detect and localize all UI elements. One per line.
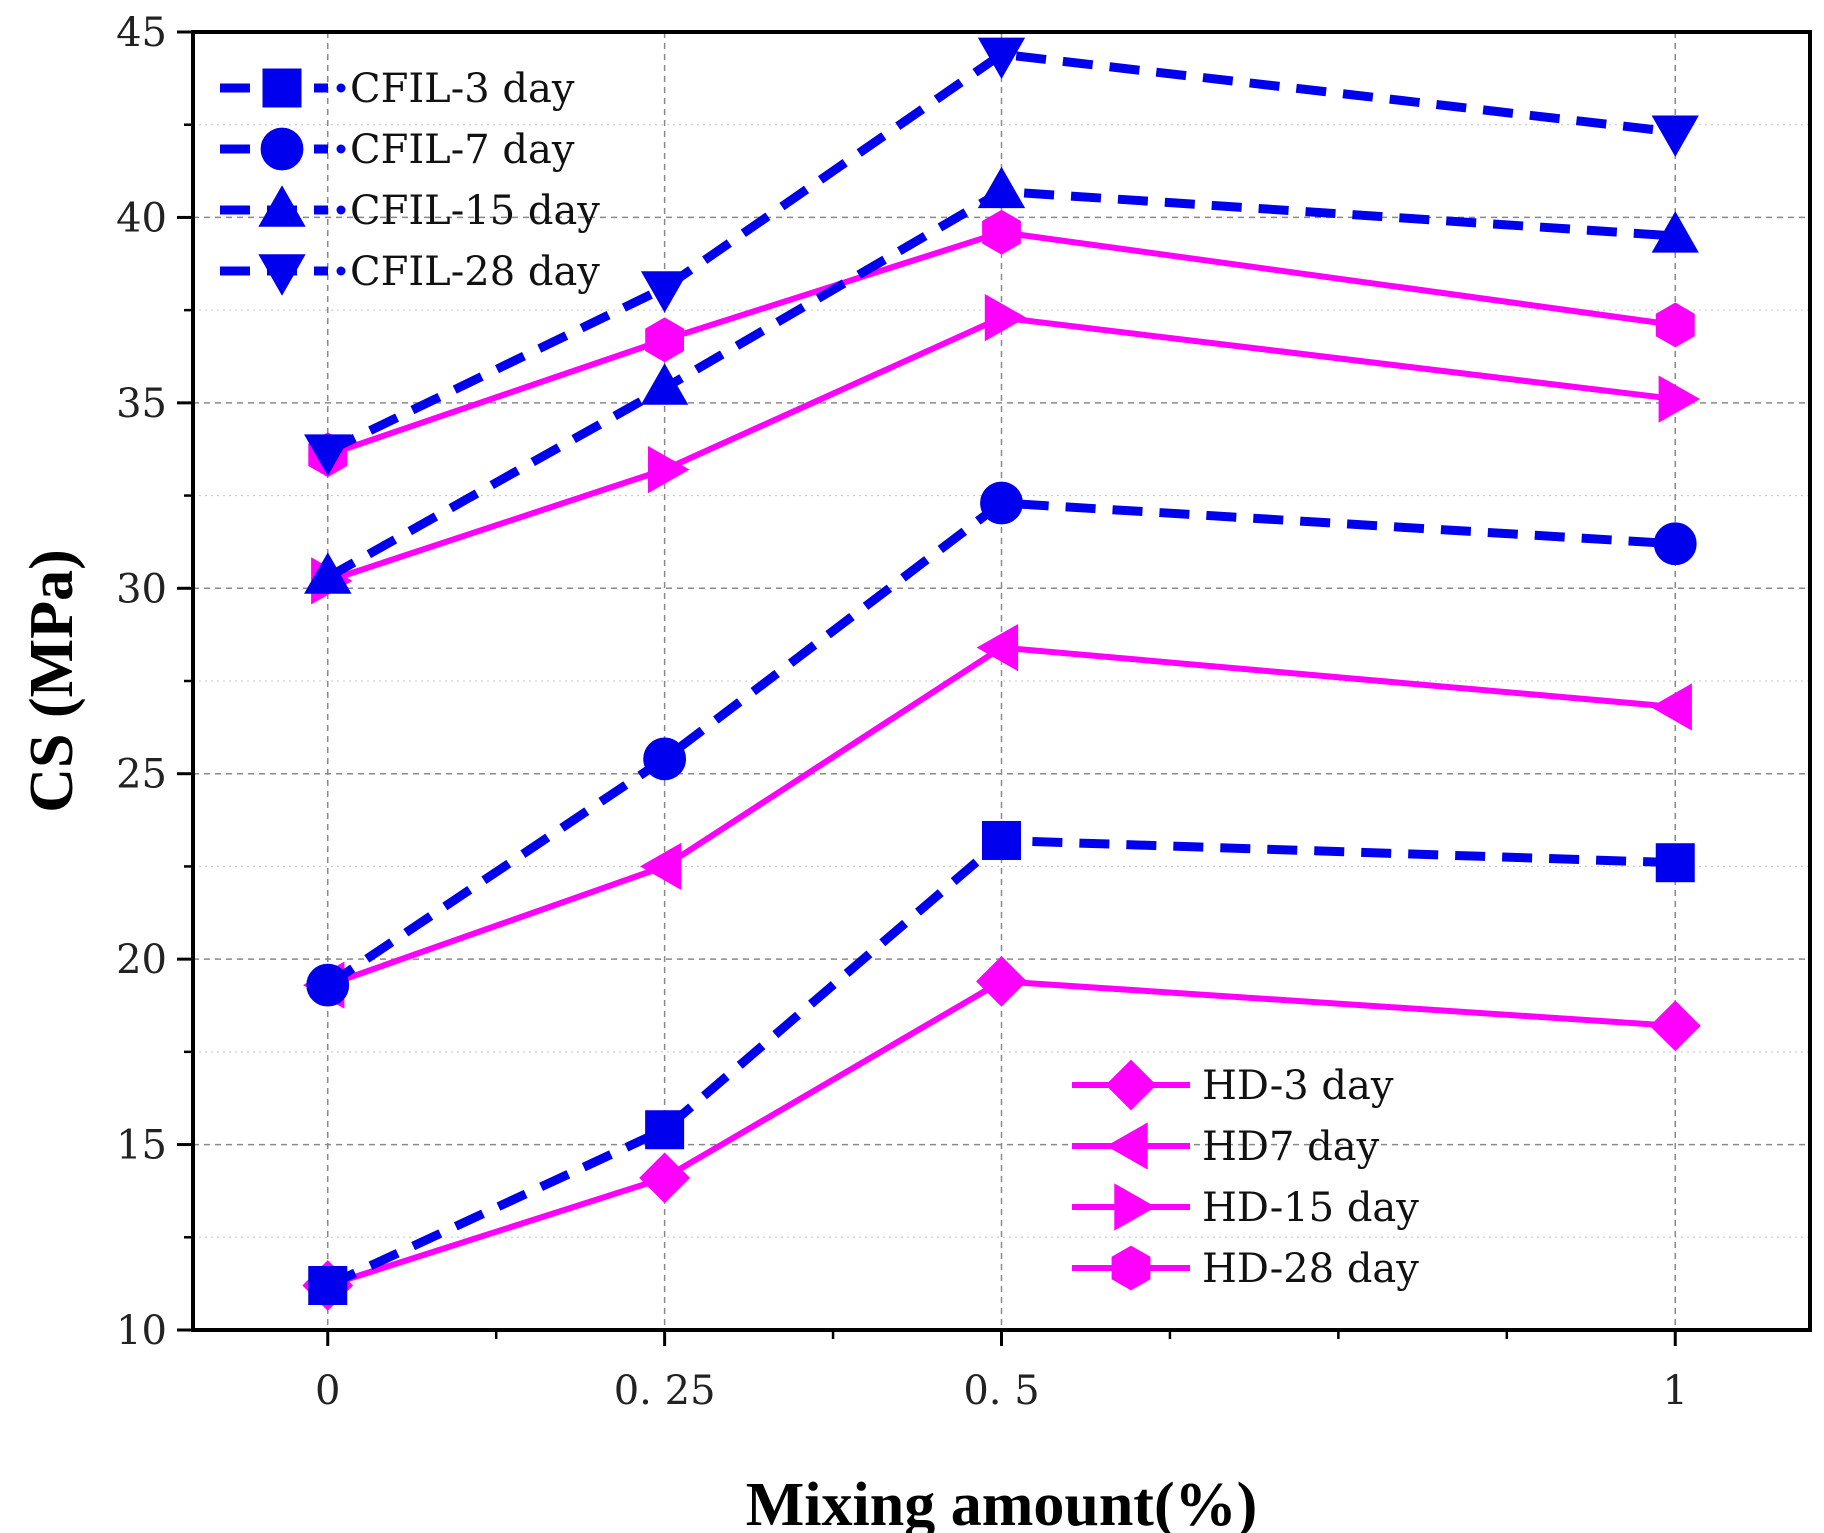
y-tick-label: 25 [116,752,167,798]
data-point-hd7-day [976,623,1019,672]
series-line-cfil-28-day [325,49,1676,456]
series-line-hd-15-day [326,314,1676,584]
data-point-cfil-15-day [304,552,352,594]
legend-marker [1106,1122,1148,1170]
legend-label: CFIL-7 day [350,127,575,173]
series-cfil-3-day [308,820,1695,1305]
legend-item-hd-15-day: HD-15 day [1072,1183,1419,1231]
legend-marker [258,254,306,296]
data-point-hd7-day [639,842,682,891]
data-point-hd-28-day [1655,302,1695,348]
legend-item-hd-28-day: HD-28 day [1072,1245,1419,1292]
legend-dot [336,205,346,215]
data-point-hd-28-day [982,209,1021,255]
legend-item-hd7-day: HD7 day [1072,1122,1380,1170]
legend-top-left: CFIL-3 day CFIL-7 day CFIL-15 day CFIL-28 d… [220,66,600,296]
data-point-cfil-7-day [643,737,687,781]
series-line-hd7-day [326,644,1676,988]
series-line-hd-3-day [326,978,1676,1289]
legend-label: HD-15 day [1202,1185,1419,1231]
legend-marker [1111,1245,1151,1291]
series-cfil-7-day [306,481,1697,1007]
legend-label: HD-3 day [1202,1063,1394,1109]
x-tick-label: 1 [1663,1368,1688,1414]
y-tick-label: 45 [116,10,167,56]
data-point-hd-3-day [1649,1000,1701,1052]
legend-dot [336,83,346,93]
x-tick-label: 0. 5 [963,1368,1039,1414]
legend-marker [260,127,304,171]
data-point-cfil-15-day [640,363,689,405]
legend-marker [1105,1059,1157,1111]
axis-ticks: 10 15 20 25 30 35 40 45 0 0. 25 0. 5 1 [116,10,1688,1414]
data-point-cfil-28-day [977,37,1026,80]
y-tick-label: 20 [116,937,167,983]
data-point-hd-3-day [976,955,1027,1007]
legend-dot [336,144,346,154]
series-line-cfil-7-day [325,498,1676,989]
y-tick-label: 10 [116,1308,167,1354]
y-tick-label: 30 [116,566,167,612]
data-point-cfil-7-day [1653,522,1697,566]
data-point-hd-15-day [648,445,690,494]
legend-marker [258,185,306,227]
x-axis-title: Mixing amount(%) [746,1471,1258,1533]
legend-label: HD7 day [1202,1124,1380,1170]
legend-bottom-right: HD-3 day HD7 day HD-15 day HD-28 day [1072,1059,1419,1292]
data-point-cfil-3-day [982,820,1021,860]
data-point-cfil-3-day [645,1110,685,1150]
data-point-cfil-15-day [1651,211,1699,253]
data-point-cfil-28-day [1651,115,1699,157]
y-tick-label: 35 [116,381,167,427]
legend-item-cfil-15-day: CFIL-15 day [220,185,600,234]
y-axis-title: CS (MPa) [18,549,86,812]
legend-marker [262,68,302,108]
series-line-cfil-3-day [325,836,1676,1290]
data-point-hd7-day [1650,683,1692,731]
legends: CFIL-3 day CFIL-7 day CFIL-15 day CFIL-28 d… [220,66,1419,1292]
data-point-cfil-3-day [308,1265,348,1305]
legend-label: HD-28 day [1202,1246,1419,1292]
legend-item-cfil-3-day: CFIL-3 day [220,66,575,112]
x-tick-label: 0 [315,1368,340,1414]
series-layer [302,37,1701,1311]
legend-marker [1114,1183,1156,1231]
y-tick-label: 15 [116,1123,167,1169]
data-point-cfil-28-day [640,271,689,313]
series-hd7-day [302,623,1692,1009]
legend-dot [336,266,346,276]
legend-item-cfil-7-day: CFIL-7 day [220,127,575,173]
data-point-cfil-7-day [306,963,350,1007]
data-point-cfil-3-day [1655,843,1695,883]
x-tick-label: 0. 25 [614,1368,716,1414]
legend-item-hd-3-day: HD-3 day [1072,1059,1394,1111]
data-point-hd-3-day [639,1152,691,1204]
series-hd-15-day [311,293,1701,605]
data-point-hd-28-day [645,317,684,363]
series-cfil-15-day [304,166,1699,594]
data-point-hd-15-day [984,293,1027,342]
data-point-hd-15-day [1658,375,1701,423]
legend-label: CFIL-15 day [350,188,600,234]
legend-label: CFIL-28 day [350,249,600,295]
y-tick-label: 40 [116,195,167,241]
series-cfil-28-day [304,37,1699,476]
series-line-cfil-15-day [325,187,1676,582]
legend-label: CFIL-3 day [350,66,575,112]
data-point-cfil-15-day [977,166,1026,209]
data-point-cfil-7-day [980,481,1023,525]
legend-item-cfil-28-day: CFIL-28 day [220,249,600,296]
data-point-cfil-28-day [304,434,352,476]
